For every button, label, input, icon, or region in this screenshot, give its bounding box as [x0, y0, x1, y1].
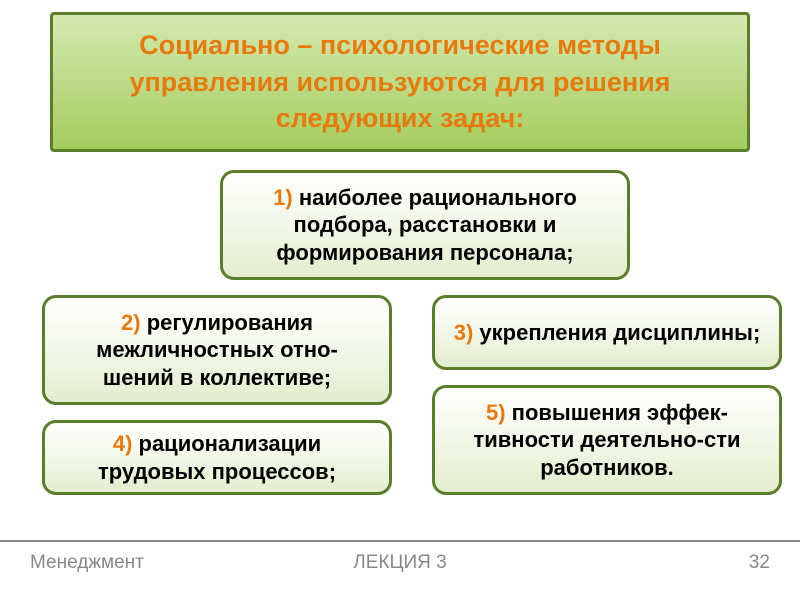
- task-box-4: 4) рационализации трудовых процессов;: [42, 420, 392, 495]
- task-num-3: 3): [454, 320, 474, 345]
- task-box-1: 1) наиболее рационального подбора, расст…: [220, 170, 630, 280]
- task-box-5: 5) повышения эффек-тивности деятельно-ст…: [432, 385, 782, 495]
- footer-divider: [0, 540, 800, 542]
- footer-right: 32: [749, 552, 770, 574]
- task-text-4: 4) рационализации трудовых процессов;: [61, 430, 373, 485]
- task-body-3: укрепления дисциплины;: [473, 320, 760, 345]
- task-text-1: 1) наиболее рационального подбора, расст…: [239, 184, 611, 267]
- task-box-2: 2) регулирования межличностных отно-шени…: [42, 295, 392, 405]
- task-text-3: 3) укрепления дисциплины;: [454, 319, 761, 347]
- task-body-4: рационализации трудовых процессов;: [98, 431, 336, 484]
- footer-center: ЛЕКЦИЯ 3: [0, 552, 800, 574]
- task-text-2: 2) регулирования межличностных отно-шени…: [61, 309, 373, 392]
- task-num-2: 2): [121, 310, 141, 335]
- task-num-4: 4): [113, 431, 133, 456]
- task-text-5: 5) повышения эффек-тивности деятельно-ст…: [451, 399, 763, 482]
- task-num-5: 5): [486, 400, 506, 425]
- task-box-3: 3) укрепления дисциплины;: [432, 295, 782, 370]
- task-body-5: повышения эффек-тивности деятельно-сти р…: [473, 400, 740, 480]
- task-body-1: наиболее рационального подбора, расстано…: [276, 185, 576, 265]
- task-num-1: 1): [273, 185, 293, 210]
- header-box: Социально – психологические методы управ…: [50, 12, 750, 152]
- header-text: Социально – психологические методы управ…: [77, 27, 723, 136]
